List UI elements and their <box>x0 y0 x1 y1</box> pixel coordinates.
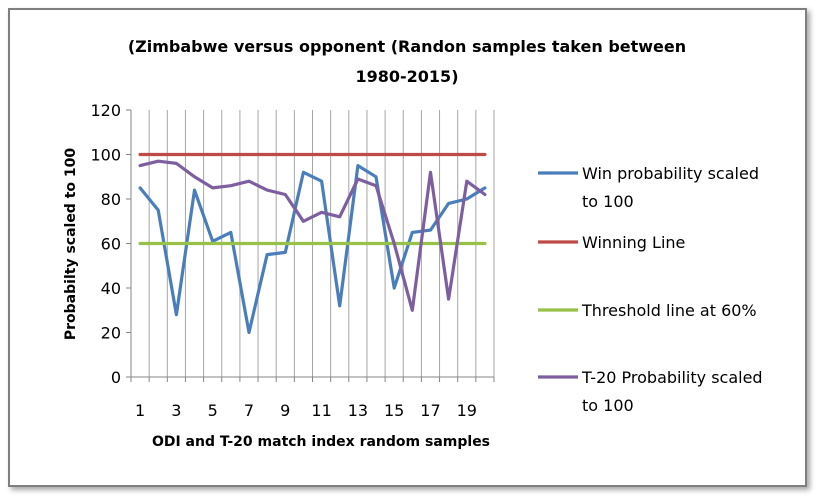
legend-label-2: Winning Line <box>582 233 685 252</box>
line-chart: (Zimbabwe versus opponent (Randon sample… <box>63 37 763 450</box>
y-tick-label: 40 <box>101 279 121 298</box>
y-tick-label: 80 <box>101 190 121 209</box>
series-line-4 <box>138 159 487 312</box>
x-tick-labels: 1 3 5 7 9 11 13 15 17 19 <box>135 401 477 420</box>
y-tick-label: 0 <box>111 368 121 387</box>
chart-title-line-1: (Zimbabwe versus opponent (Randon sample… <box>128 37 686 56</box>
x-tick-label: 13 <box>348 401 368 420</box>
y-tick-label: 100 <box>90 146 121 165</box>
x-tick-label: 19 <box>457 401 477 420</box>
legend: Win probability scaled to 100 Winning Line… <box>538 164 763 415</box>
x-tick-label: 11 <box>311 401 331 420</box>
legend-label-1: Win probability scaled <box>582 164 759 183</box>
y-tick-label: 20 <box>101 324 121 343</box>
series-line-1 <box>138 164 487 335</box>
x-tick-label: 7 <box>244 401 254 420</box>
y-tick-label: 60 <box>101 235 121 254</box>
legend-label-4: T-20 Probability scaled <box>581 368 763 387</box>
chart-frame: (Zimbabwe versus opponent (Randon sample… <box>8 8 807 487</box>
legend-label-4: to 100 <box>582 396 634 415</box>
x-tick-label: 15 <box>384 401 404 420</box>
chart-title-line-2: 1980-2015) <box>355 67 458 86</box>
legend-label-3: Threshold line at 60% <box>581 301 757 320</box>
y-tick-label: 120 <box>90 101 121 120</box>
x-tick-label: 5 <box>208 401 218 420</box>
legend-label-1: to 100 <box>582 192 634 211</box>
axes <box>126 109 495 382</box>
series-lines <box>138 152 487 335</box>
y-axis-label: Probabilty scaled to 100 <box>63 148 79 340</box>
x-tick-label: 1 <box>135 401 145 420</box>
x-tick-label: 9 <box>280 401 290 420</box>
y-tick-labels: 0 20 40 60 80 100 120 <box>90 101 121 387</box>
x-tick-label: 17 <box>420 401 440 420</box>
x-tick-label: 3 <box>171 401 181 420</box>
x-axis-label: ODI and T-20 match index random samples <box>152 434 490 450</box>
